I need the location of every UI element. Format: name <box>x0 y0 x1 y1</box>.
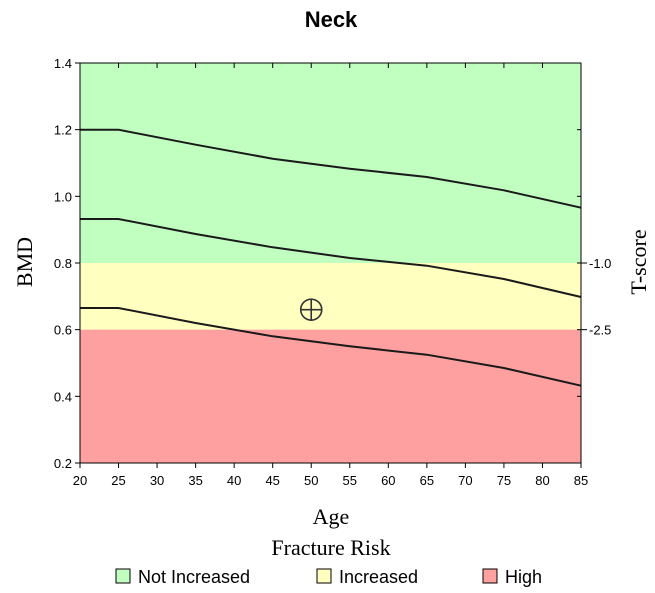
region-increased <box>80 263 581 330</box>
x-tick-label: 35 <box>188 473 202 488</box>
chart-title: Neck <box>305 7 358 32</box>
axes: 20 25 30 35 40 45 50 55 60 65 70 75 80 85 0.2 0.4 0.6 0.8… <box>54 56 611 488</box>
legend-swatch <box>115 568 131 584</box>
y-tick-label: 1.4 <box>54 56 72 71</box>
y-tick-label: 1.2 <box>54 123 72 138</box>
reference-curves <box>80 128 582 387</box>
y2-tick-label: -1.0 <box>589 256 611 271</box>
reference-curve-1 <box>80 128 582 209</box>
x-tick-label: 20 <box>73 473 87 488</box>
x-tick-label: 30 <box>150 473 164 488</box>
x-tick-label: 40 <box>227 473 241 488</box>
x-axis-title: Age <box>313 504 350 529</box>
x-tick-label: 25 <box>111 473 125 488</box>
legend: Not Increased Increased High <box>115 567 542 587</box>
x-tick-label: 45 <box>265 473 279 488</box>
x-tick-label: 65 <box>420 473 434 488</box>
legend-swatch <box>316 568 332 584</box>
y2-axis-title: T-score <box>626 229 651 294</box>
x-tick-label: 75 <box>497 473 511 488</box>
region-high <box>80 329 581 463</box>
x-tick-label: 60 <box>381 473 395 488</box>
legend-title: Fracture Risk <box>271 535 390 560</box>
y-tick-label: 0.2 <box>54 456 72 471</box>
reference-curve-2 <box>80 218 582 298</box>
y-tick-label: 1.0 <box>54 189 72 204</box>
y-axis-title: BMD <box>12 237 37 287</box>
y-tick-label: 0.6 <box>54 323 72 338</box>
legend-label: Not Increased <box>138 567 250 587</box>
legend-label: Increased <box>339 567 418 587</box>
x-tick-label: 55 <box>343 473 357 488</box>
y-tick-label: 0.4 <box>54 389 72 404</box>
risk-regions <box>80 63 581 463</box>
x-tick-label: 50 <box>304 473 318 488</box>
x-tick-label: 70 <box>458 473 472 488</box>
reference-curve-3 <box>80 307 582 387</box>
x-tick-label: 80 <box>535 473 549 488</box>
y2-tick-label: -2.5 <box>589 323 611 338</box>
patient-marker <box>299 298 323 321</box>
y-tick-label: 0.8 <box>54 256 72 271</box>
region-not-increased <box>80 63 581 263</box>
x-tick-label: 85 <box>574 473 588 488</box>
legend-label: High <box>505 567 542 587</box>
legend-swatch <box>482 568 498 584</box>
